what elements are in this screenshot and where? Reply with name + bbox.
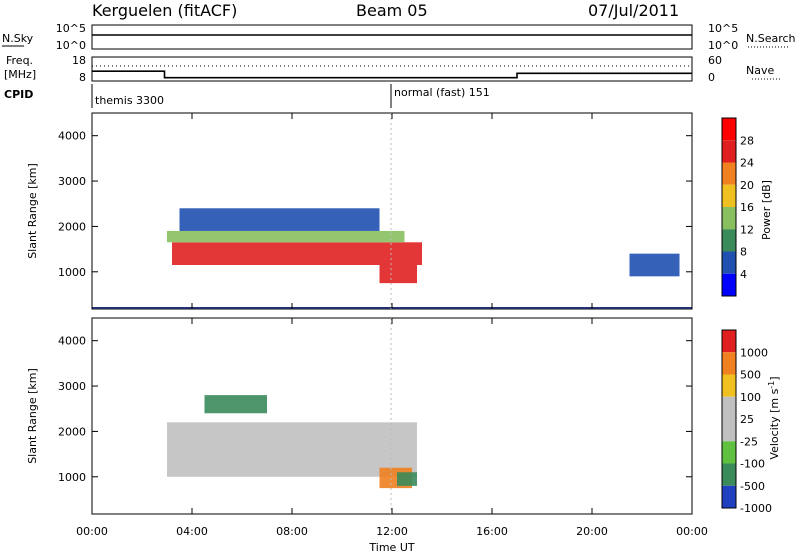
power-colorbar-frame xyxy=(721,117,737,297)
x-tick-label-2: 08:00 xyxy=(276,525,308,538)
x-axis-label: Time UT xyxy=(368,541,414,554)
power-colorbar-swatch-2 xyxy=(722,162,736,185)
power-scatter-region-4 xyxy=(629,253,680,277)
velocity-ytick-label-0: 1000 xyxy=(58,471,86,484)
power-ytick-label-2: 3000 xyxy=(58,175,86,188)
nave-tick-top: 60 xyxy=(708,54,722,67)
velocity-colorbar-tick-4: -25 xyxy=(740,435,758,448)
freq-trace xyxy=(92,70,692,79)
date-title: 07/Jul/2011 xyxy=(588,1,679,20)
velocity-ytick-label-3: 4000 xyxy=(58,335,86,348)
cpid-strip: CPID themis 3300 normal (fast) 151 xyxy=(4,84,490,108)
velocity-colorbar-swatch-1 xyxy=(722,352,736,375)
velocity-ylabel: Slant Range [km] xyxy=(26,368,39,464)
x-tick-label-4: 16:00 xyxy=(476,525,508,538)
power-ylabel: Slant Range [km] xyxy=(26,163,39,259)
freq-panel: Freq. [MHz] 18 8 60 0 Nave xyxy=(4,54,780,84)
nsky-panel: N.Sky 10^5 10^0 10^5 10^0 N.Search xyxy=(2,22,796,52)
power-ytick-label-3: 4000 xyxy=(58,130,86,143)
power-ytick-label-0: 1000 xyxy=(58,266,86,279)
power-colorbar-tick-1: 8 xyxy=(740,246,747,259)
velocity-colorbar-tick-5: -100 xyxy=(740,458,765,471)
velocity-panel: 1000 2000 3000 4000 Slant Range [km] 1000 50… xyxy=(26,317,781,515)
power-colorbar-tick-0: 4 xyxy=(740,268,747,281)
velocity-colorbar-swatch-2 xyxy=(722,374,736,397)
power-scatter-region-1 xyxy=(167,230,405,243)
power-colorbar-swatch-6 xyxy=(722,251,736,274)
x-tick-label-6: 00:00 xyxy=(676,525,708,538)
power-scatter-region-2 xyxy=(179,208,380,231)
x-tick-label-3: 12:00 xyxy=(376,525,408,538)
x-axis: 00:00 04:00 08:00 12:00 16:00 20:00 00:00 xyxy=(76,113,708,538)
velocity-colorbar-swatch-7 xyxy=(722,485,736,508)
power-colorbar-tick-3: 16 xyxy=(740,201,754,214)
power-colorbar-label: Power [dB] xyxy=(760,180,773,240)
velocity-colorbar-tick-1: 500 xyxy=(740,369,761,382)
cpid-mode-1: normal (fast) 151 xyxy=(394,86,490,99)
freq-tick-bottom: 8 xyxy=(79,71,86,84)
freq-tick-top: 18 xyxy=(72,54,86,67)
velocity-colorbar-swatch-5 xyxy=(722,441,736,464)
power-scatter-region-3 xyxy=(379,264,417,284)
beam-title: Beam 05 xyxy=(356,1,428,20)
power-colorbar-tick-2: 12 xyxy=(740,223,754,236)
power-colorbar-swatch-4 xyxy=(722,207,736,230)
power-scatter-region-0 xyxy=(172,242,422,265)
velocity-colorbar-swatch-6 xyxy=(722,463,736,486)
power-ytick-label-1: 2000 xyxy=(58,220,86,233)
velocity-colorbar-tick-2: 100 xyxy=(740,391,761,404)
nave-label: Nave xyxy=(746,64,774,77)
nave-tick-bottom: 0 xyxy=(708,71,715,84)
cpid-label: CPID xyxy=(4,88,33,101)
nsky-label: N.Sky xyxy=(2,32,34,45)
velocity-colorbar-tick-3: 25 xyxy=(740,413,754,426)
power-panel: 1000 2000 3000 4000 Slant Range [km] 4 8 12 16… xyxy=(26,112,773,310)
nsearch-label: N.Search xyxy=(746,32,796,45)
velocity-colorbar-tick-0: 1000 xyxy=(740,346,768,359)
velocity-scatter-region-0 xyxy=(167,422,417,477)
power-colorbar-swatch-7 xyxy=(722,273,736,296)
velocity-colorbar-swatch-3 xyxy=(722,396,736,419)
power-colorbar-swatch-0 xyxy=(722,118,736,141)
velocity-colorbar-tick-6: -500 xyxy=(740,480,765,493)
velocity-colorbar-label: Velocity [m s-1] xyxy=(767,376,781,459)
freq-label: Freq. xyxy=(6,54,33,67)
nsky-tick-top: 10^5 xyxy=(56,22,86,35)
power-colorbar-swatch-5 xyxy=(722,229,736,252)
velocity-ytick-label-1: 2000 xyxy=(58,425,86,438)
velocity-colorbar-swatch-0 xyxy=(722,330,736,353)
velocity-colorbar-swatch-4 xyxy=(722,419,736,442)
power-colorbar-tick-4: 20 xyxy=(740,179,754,192)
nsky-tick-bottom: 10^0 xyxy=(56,39,86,52)
cpid-mode-0: themis 3300 xyxy=(95,94,164,107)
x-tick-label-0: 00:00 xyxy=(76,525,108,538)
velocity-scatter-region-3 xyxy=(204,395,267,414)
station-title: Kerguelen (fitACF) xyxy=(92,1,237,20)
power-colorbar-tick-6: 28 xyxy=(740,134,754,147)
x-tick-label-1: 04:00 xyxy=(176,525,208,538)
freq-unit: [MHz] xyxy=(4,68,36,81)
nsearch-tick-bottom: 10^0 xyxy=(708,39,738,52)
nsearch-tick-top: 10^5 xyxy=(708,22,738,35)
power-colorbar-swatch-1 xyxy=(722,140,736,163)
x-tick-label-5: 20:00 xyxy=(576,525,608,538)
power-colorbar-tick-5: 24 xyxy=(740,157,754,170)
power-colorbar-swatch-3 xyxy=(722,184,736,207)
velocity-scatter-region-2 xyxy=(397,472,417,486)
velocity-ytick-label-2: 3000 xyxy=(58,380,86,393)
velocity-colorbar-frame xyxy=(721,329,737,509)
velocity-colorbar-tick-7: -1000 xyxy=(740,502,772,515)
